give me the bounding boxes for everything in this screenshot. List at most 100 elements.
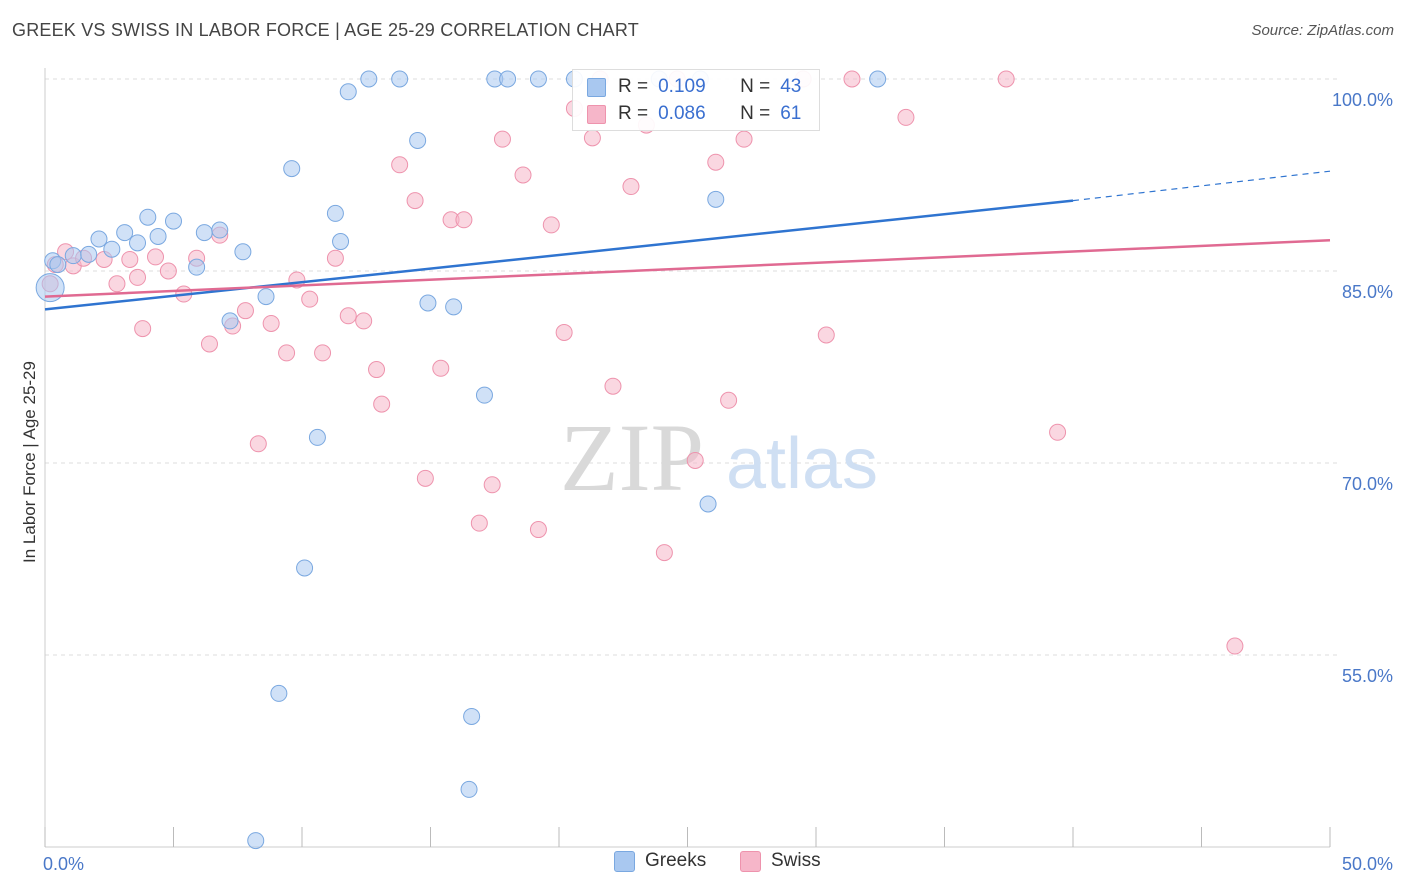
swiss-point [147,248,165,266]
greeks-point [257,288,275,306]
swiss-point [339,307,357,325]
swiss-point [200,335,218,353]
greeks-point [103,240,121,258]
swiss-point [1049,423,1067,441]
swiss-point [493,130,511,148]
swiss-point [686,451,704,469]
swiss-point [555,323,573,341]
legend-item-swiss[interactable]: Swiss [740,850,821,872]
swiss-n-value: 61 [780,103,802,124]
gridlines [45,78,1340,656]
swiss-point [416,469,434,487]
swiss-point [278,344,296,362]
swiss-point [373,395,391,413]
greeks-point [499,70,517,88]
swiss-point [720,391,738,409]
legend-item-greeks[interactable]: Greeks [614,850,706,872]
swiss-point [735,130,753,148]
y-tick-label: 100.0% [1332,90,1393,110]
greeks-trend-extension [1072,170,1331,202]
swiss-r-value: 0.086 [658,103,706,124]
swiss-point [455,211,473,229]
greeks-point [463,707,481,725]
swiss-n-label: N = [740,103,771,124]
swiss-point [108,275,126,293]
greeks-point [869,70,887,88]
greeks-point [283,160,301,178]
swiss-point [432,359,450,377]
greeks-point [360,70,378,88]
greeks-point [247,832,265,850]
greeks-point [339,83,357,101]
swiss-point [1226,637,1244,655]
swiss-point [529,521,547,539]
y-tick-label: 85.0% [1342,282,1393,302]
greeks-point [391,70,409,88]
greeks-point [188,258,206,276]
greeks-point [475,386,493,404]
greeks-point [49,256,67,274]
greeks-n-value: 43 [780,76,802,97]
greeks-n-label: N = [740,76,771,97]
stats-legend: R = 0.109 N = 43 R = 0.086 N = 61 [572,69,820,131]
greeks-point [35,273,65,303]
swiss-point [391,156,409,174]
greeks-point [332,233,350,251]
greeks-point [64,247,82,265]
swiss-point [483,476,501,494]
swiss-point [897,108,915,126]
swiss-point [843,70,861,88]
greeks-point [90,230,108,248]
greeks-point [116,224,134,242]
greeks-point [445,298,463,316]
greeks-point [149,227,167,245]
swiss-trend-line [44,239,1331,298]
greeks-r-value: 0.109 [658,76,706,97]
greeks-legend-label: Greeks [645,850,707,871]
swiss-point [326,249,344,267]
greeks-point [460,780,478,798]
swiss-point [542,216,560,234]
swiss-point [134,320,152,338]
swiss-point [368,361,386,379]
swiss-point [622,178,640,196]
greeks-point [707,190,725,208]
swiss-point [159,262,177,280]
greeks-swatch [587,77,606,97]
greeks-point [699,495,717,513]
trend-lines [44,170,1331,311]
swiss-point [301,290,319,308]
greeks-point [211,221,229,239]
swiss-point [655,544,673,562]
axis-labels: 55.0% 70.0% 85.0% 100.0% 0.0% 50.0% In Labor F… [20,90,1393,874]
swiss-point [604,377,622,395]
greeks-point [195,224,213,242]
watermark-atlas: atlas [726,424,878,504]
swiss-point [236,302,254,320]
greeks-point [529,70,547,88]
swiss-legend-swatch [740,850,761,872]
swiss-point [121,250,139,268]
greeks-trend-line [44,199,1074,311]
greeks-legend-swatch [614,850,635,872]
greeks-point [296,559,314,577]
swiss-swatch [587,104,606,124]
greeks-point [419,294,437,312]
greeks-point [326,204,344,222]
greeks-point [221,312,239,330]
chart-title: GREEK VS SWISS IN LABOR FORCE | AGE 25-2… [12,20,639,40]
swiss-legend-label: Swiss [771,850,821,871]
swiss-point [129,268,147,286]
legend-row-greeks: R = 0.109 N = 43 [587,75,801,99]
swiss-point [583,129,601,147]
swiss-point [406,192,424,210]
greeks-point [165,212,182,230]
y-tick-label: 55.0% [1342,666,1393,686]
swiss-point [314,344,332,362]
greeks-point [129,234,147,252]
swiss-point [355,312,373,330]
x-tick-label: 50.0% [1342,854,1393,874]
swiss-point [817,326,835,344]
y-tick-label: 70.0% [1342,474,1393,494]
